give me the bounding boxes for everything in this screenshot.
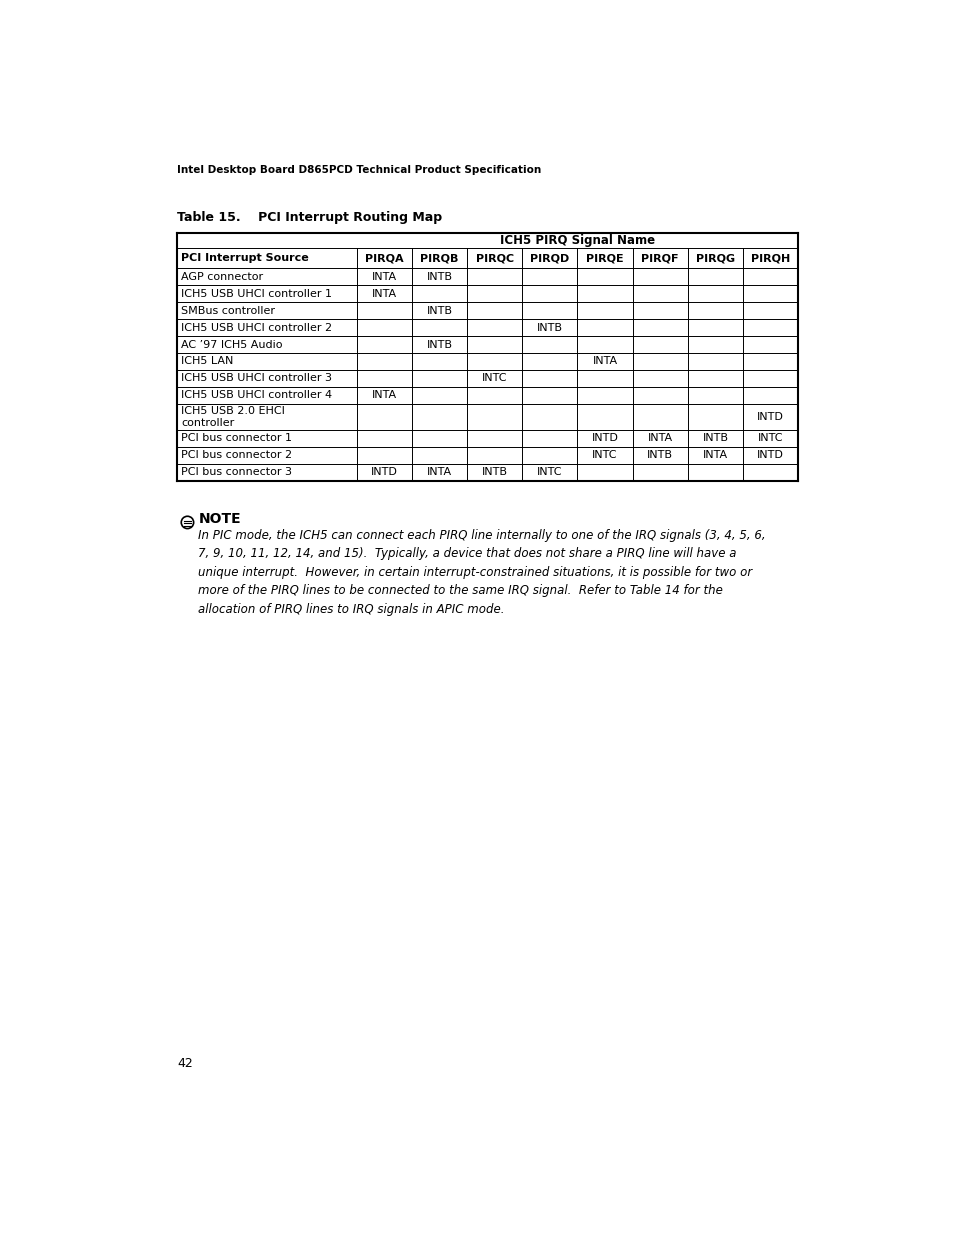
- Text: Intel Desktop Board D865PCD Technical Product Specification: Intel Desktop Board D865PCD Technical Pr…: [177, 165, 541, 175]
- Text: INTD: INTD: [757, 412, 783, 422]
- Text: INTA: INTA: [372, 272, 396, 282]
- Text: ICH5 USB UHCI controller 2: ICH5 USB UHCI controller 2: [181, 322, 332, 332]
- Text: INTA: INTA: [372, 390, 396, 400]
- Text: PIRQE: PIRQE: [585, 253, 623, 263]
- Text: INTA: INTA: [427, 467, 452, 478]
- Text: INTD: INTD: [591, 433, 618, 443]
- Text: INTC: INTC: [592, 451, 618, 461]
- Text: AC ’97 ICH5 Audio: AC ’97 ICH5 Audio: [181, 340, 282, 350]
- Text: 42: 42: [177, 1057, 193, 1070]
- Text: PCI bus connector 1: PCI bus connector 1: [181, 433, 292, 443]
- Text: ICH5 USB UHCI controller 3: ICH5 USB UHCI controller 3: [181, 373, 332, 383]
- Text: INTB: INTB: [537, 322, 562, 332]
- Text: INTC: INTC: [537, 467, 562, 478]
- Text: PCI Interrupt Source: PCI Interrupt Source: [181, 253, 309, 263]
- Text: INTC: INTC: [481, 373, 507, 383]
- Text: PCI bus connector 2: PCI bus connector 2: [181, 451, 292, 461]
- Text: INTD: INTD: [757, 451, 783, 461]
- Text: ICH5 USB UHCI controller 4: ICH5 USB UHCI controller 4: [181, 390, 332, 400]
- Text: INTA: INTA: [372, 289, 396, 299]
- Text: NOTE: NOTE: [198, 511, 241, 526]
- Text: INTB: INTB: [481, 467, 507, 478]
- Text: INTD: INTD: [371, 467, 397, 478]
- Text: ICH5 LAN: ICH5 LAN: [181, 357, 233, 367]
- Text: INTB: INTB: [426, 340, 452, 350]
- Text: PIRQH: PIRQH: [750, 253, 789, 263]
- Text: INTB: INTB: [426, 306, 452, 316]
- Text: PIRQB: PIRQB: [420, 253, 458, 263]
- Text: INTA: INTA: [592, 357, 617, 367]
- Text: PCI bus connector 3: PCI bus connector 3: [181, 467, 292, 478]
- Text: INTA: INTA: [702, 451, 727, 461]
- Text: INTB: INTB: [646, 451, 673, 461]
- Text: INTC: INTC: [757, 433, 782, 443]
- Text: PIRQF: PIRQF: [640, 253, 679, 263]
- Text: SMBus controller: SMBus controller: [181, 306, 275, 316]
- Text: INTB: INTB: [701, 433, 728, 443]
- Text: INTB: INTB: [426, 272, 452, 282]
- Text: PIRQA: PIRQA: [365, 253, 403, 263]
- Text: ICH5 PIRQ Signal Name: ICH5 PIRQ Signal Name: [499, 235, 655, 247]
- Text: PIRQC: PIRQC: [476, 253, 513, 263]
- Text: PIRQD: PIRQD: [530, 253, 569, 263]
- Text: In PIC mode, the ICH5 can connect each PIRQ line internally to one of the IRQ si: In PIC mode, the ICH5 can connect each P…: [198, 529, 765, 615]
- Text: ICH5 USB UHCI controller 1: ICH5 USB UHCI controller 1: [181, 289, 332, 299]
- Text: Table 15.    PCI Interrupt Routing Map: Table 15. PCI Interrupt Routing Map: [177, 211, 442, 225]
- Text: PIRQG: PIRQG: [695, 253, 734, 263]
- Text: INTA: INTA: [647, 433, 672, 443]
- Text: ICH5 USB 2.0 EHCI
controller: ICH5 USB 2.0 EHCI controller: [181, 406, 285, 429]
- Text: AGP connector: AGP connector: [181, 272, 263, 282]
